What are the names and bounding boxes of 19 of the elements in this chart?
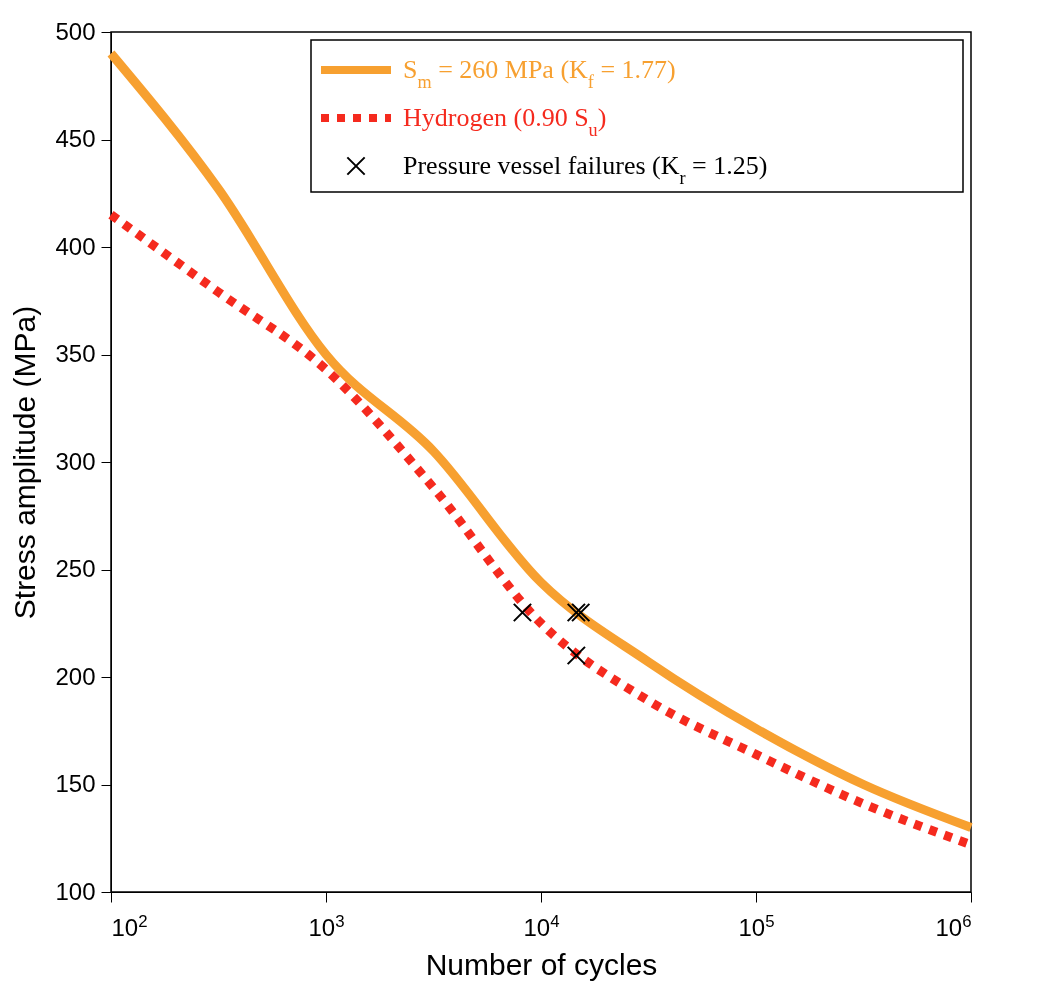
y-tick-label: 250	[55, 555, 96, 582]
legend-label: Pressure vessel failures (K$_{r}$ = 1.25)	[403, 151, 768, 188]
y-tick-label: 100	[55, 877, 96, 905]
y-tick-label: 200	[55, 662, 96, 690]
y-tick-label: 350	[55, 340, 96, 367]
legend-label: S$_{m}$ = 260 MPa (K$_{f}$ = 1.77)	[403, 55, 676, 92]
x-tick-label: 10$^{6}$	[935, 911, 972, 941]
x-axis-title: Number of cycles	[425, 947, 658, 981]
legend-label: Hydrogen (0.90 S$_{u}$)	[403, 103, 607, 140]
y-tick-label: 150	[55, 770, 96, 797]
x-tick-label: 10$^{3}$	[308, 911, 345, 941]
y-tick-label: 300	[55, 447, 96, 475]
y-axis-title: Stress amplitude (MPa)	[8, 305, 42, 620]
x-tick-label: 10$^{2}$	[111, 911, 148, 941]
x-tick-label: 10$^{5}$	[738, 911, 775, 941]
y-tick-label: 500	[55, 17, 96, 45]
y-tick-label: 400	[55, 232, 96, 260]
y-tick-label: 450	[55, 125, 96, 152]
x-tick-label: 10$^{4}$	[523, 911, 560, 941]
